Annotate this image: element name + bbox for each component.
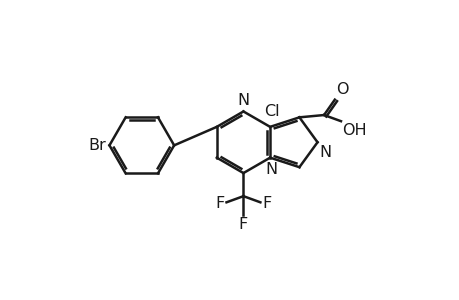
Text: F: F bbox=[214, 196, 224, 211]
Text: F: F bbox=[262, 196, 271, 211]
Text: O: O bbox=[336, 82, 348, 97]
Text: N: N bbox=[319, 145, 330, 160]
Text: N: N bbox=[265, 162, 277, 177]
Text: Br: Br bbox=[89, 138, 106, 153]
Text: N: N bbox=[237, 93, 249, 108]
Text: Cl: Cl bbox=[263, 104, 279, 119]
Text: F: F bbox=[238, 217, 247, 232]
Text: OH: OH bbox=[342, 123, 366, 138]
